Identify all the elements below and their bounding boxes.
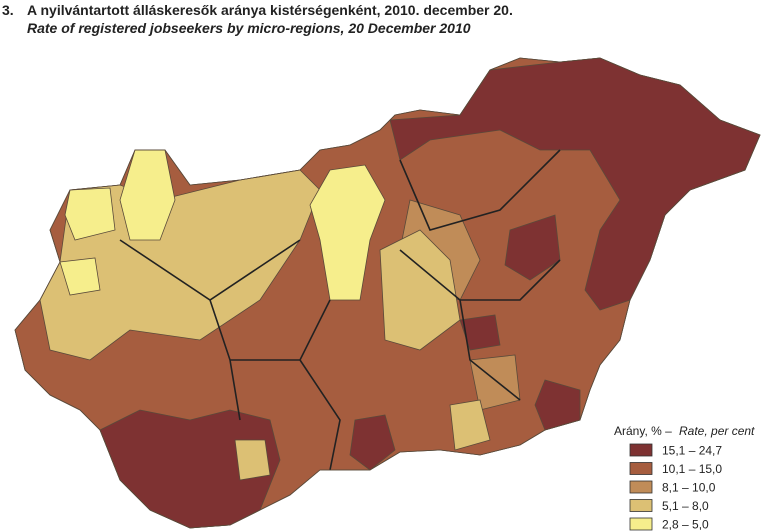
- legend-swatch: [629, 443, 653, 457]
- legend-swatch: [629, 480, 653, 494]
- region: [59, 257, 101, 296]
- title: A nyilvántartott álláskeresők aránya kis…: [27, 2, 513, 18]
- region: [379, 229, 461, 351]
- region: [349, 414, 396, 471]
- region: [504, 214, 561, 281]
- region: [449, 399, 491, 451]
- region: [234, 439, 271, 481]
- legend: Arány, % – Rate, per cent 15,1 – 24,7 10,…: [614, 424, 755, 532]
- legend-label: 2,8 – 5,0: [662, 518, 709, 532]
- legend-label: 15,1 – 24,7: [662, 444, 722, 458]
- county-border: [119, 149, 561, 471]
- legend-swatch: [629, 462, 653, 475]
- legend-label: 10,1 – 15,0: [662, 462, 722, 476]
- figure-number: 3.: [2, 2, 14, 18]
- legend-swatch: [629, 499, 653, 512]
- legend-label: 8,1 – 10,0: [662, 481, 716, 495]
- map: [14, 57, 761, 529]
- legend-title-en: Rate, per cent: [679, 424, 755, 438]
- country-border: [14, 57, 761, 529]
- legend-swatch: [629, 517, 653, 531]
- legend-label: 5,1 – 8,0: [662, 499, 709, 513]
- legend-title: Arány, % –: [614, 424, 672, 438]
- region: [309, 164, 386, 301]
- region: [64, 187, 116, 241]
- subtitle: Rate of registered jobseekers by micro-r…: [27, 20, 471, 36]
